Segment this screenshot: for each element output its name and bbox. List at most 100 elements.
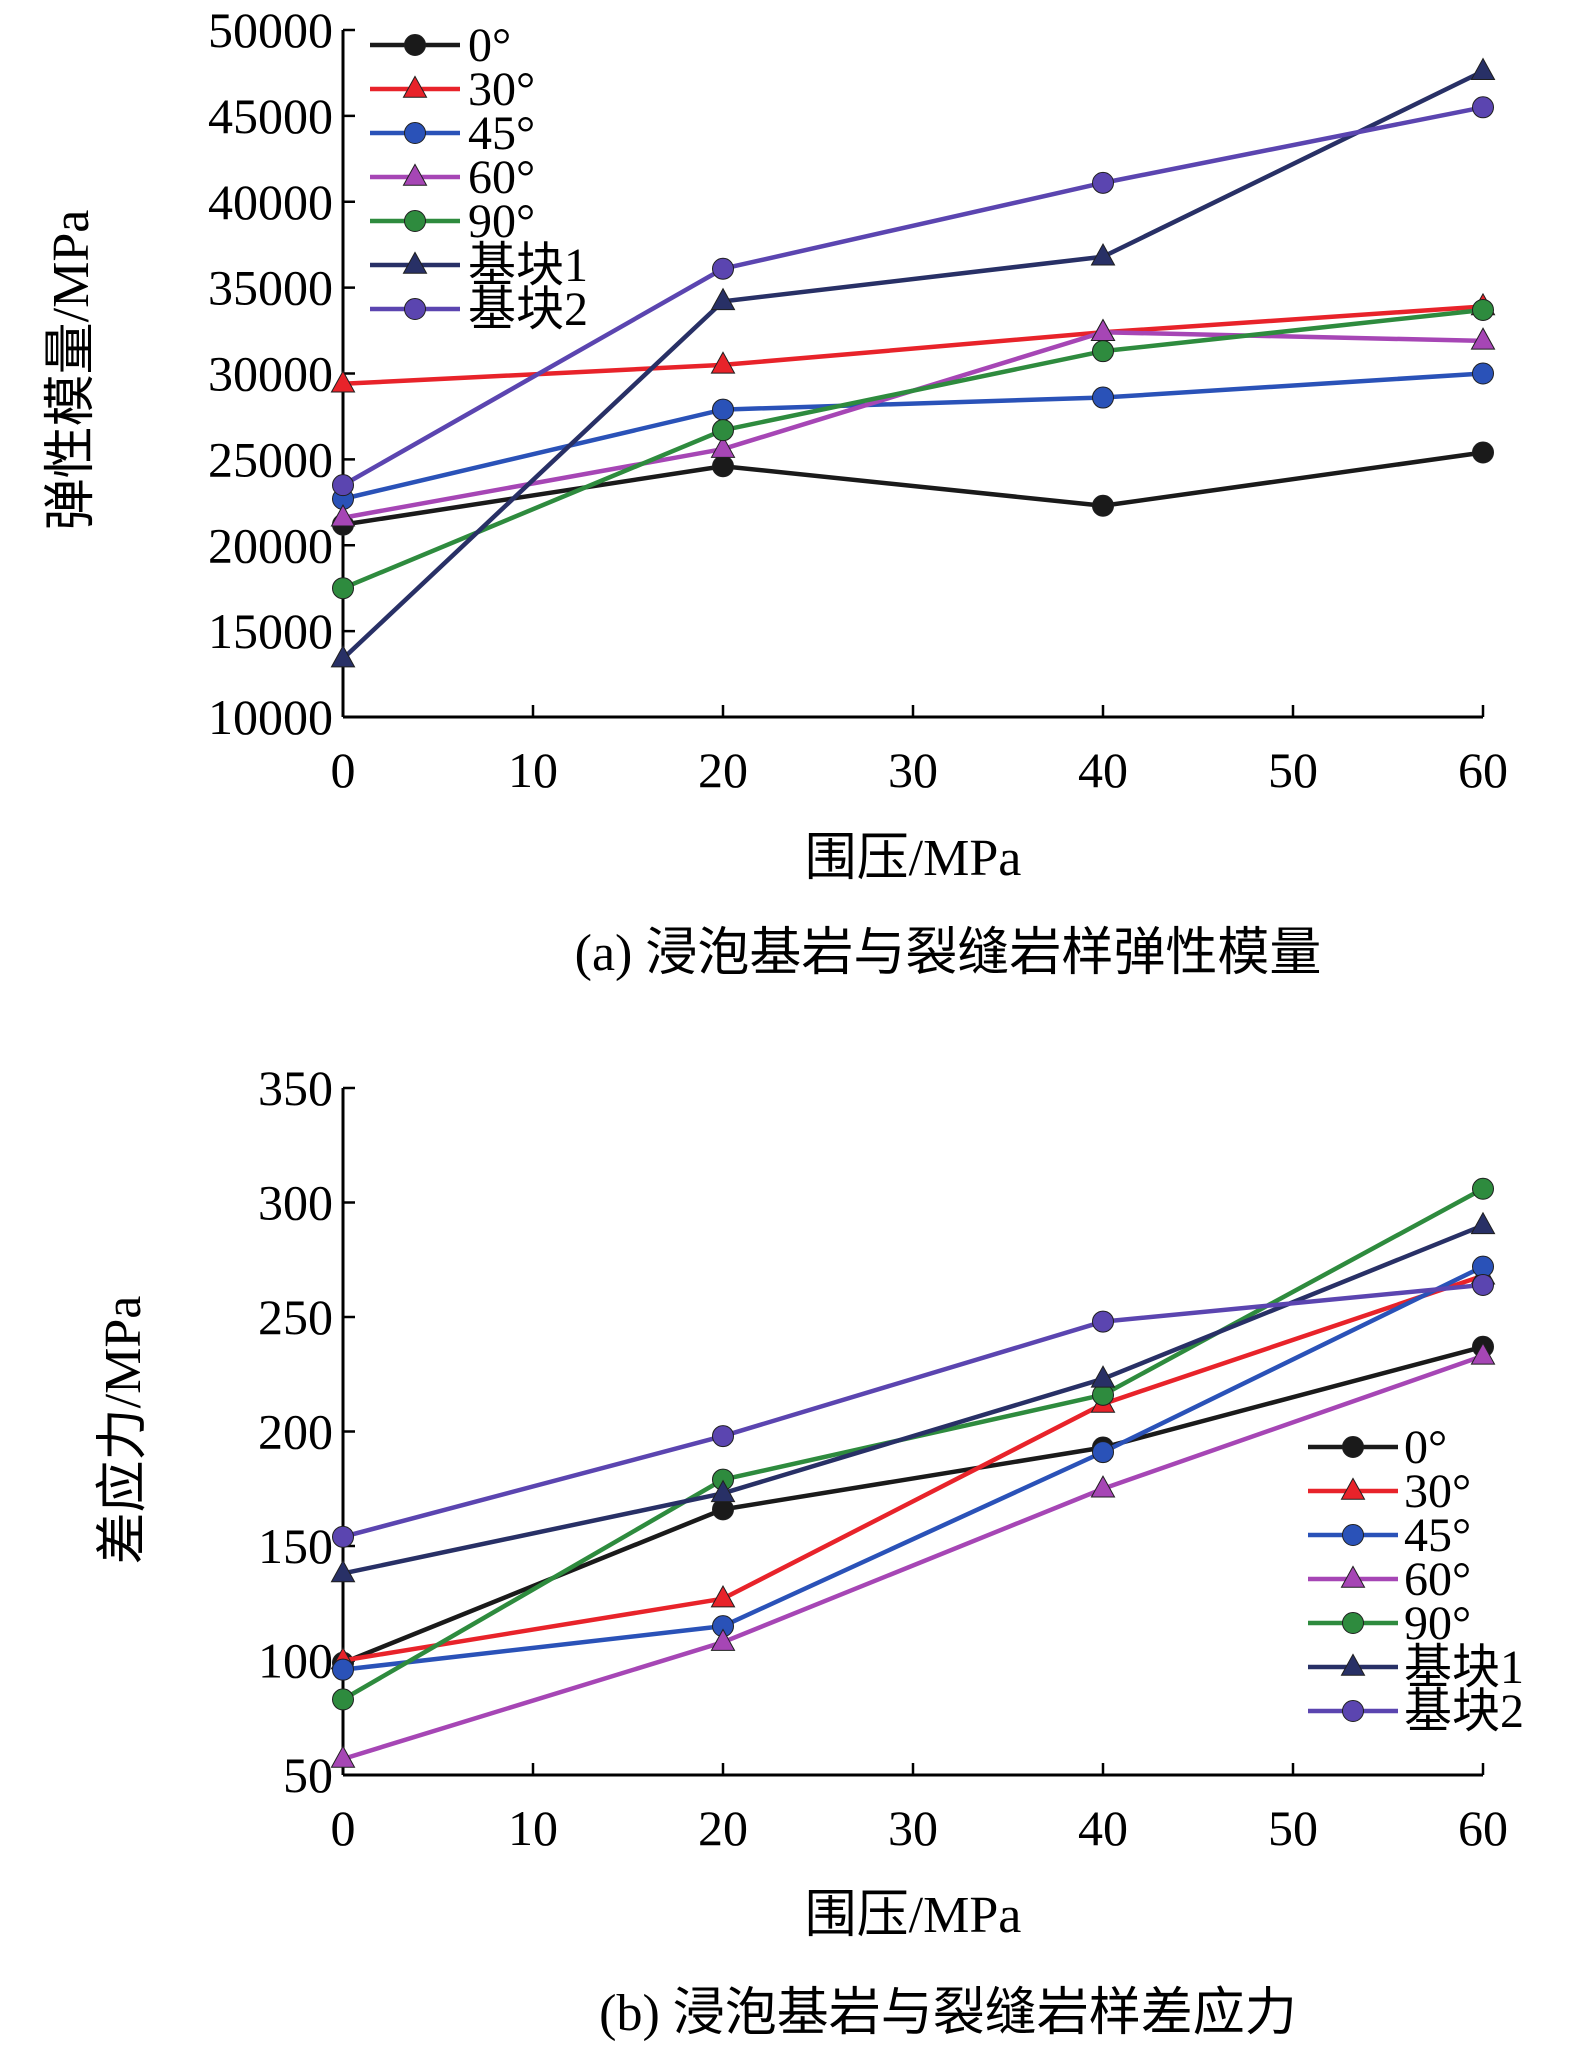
data-point	[1092, 1441, 1114, 1464]
legend-marker	[1342, 1436, 1364, 1458]
figure-caption: (a) 浸泡基岩与裂缝岩样弹性模量	[575, 925, 1322, 982]
legend-marker	[402, 163, 428, 186]
y-tick-label: 15000	[208, 603, 333, 659]
legend-label: 90°	[1404, 1597, 1471, 1650]
data-point	[1092, 494, 1114, 517]
x-tick-label: 30	[888, 1800, 938, 1856]
x-axis-title: 围压/MPa	[805, 830, 1022, 887]
y-tick-label: 45000	[208, 88, 333, 144]
data-point	[712, 455, 734, 478]
data-point	[710, 1584, 736, 1608]
legend-label: 0°	[468, 19, 511, 72]
data-point	[1470, 1342, 1496, 1365]
data-point	[710, 1479, 736, 1503]
data-point	[1092, 340, 1114, 363]
x-tick-label: 40	[1078, 1800, 1128, 1856]
series-line	[342, 330, 1484, 520]
y-axis-title: 差应力/MPa	[95, 1296, 152, 1565]
legend-label: 60°	[468, 151, 535, 204]
x-tick-label: 10	[508, 1800, 558, 1856]
data-point	[332, 577, 354, 600]
data-point	[1470, 57, 1496, 80]
series-line	[342, 371, 1484, 502]
y-tick-label: 300	[258, 1175, 333, 1231]
series-line	[342, 1344, 1484, 1665]
series-line	[342, 450, 1484, 527]
x-tick-label: 0	[331, 1800, 356, 1856]
data-point	[332, 1525, 354, 1548]
data-point	[1472, 96, 1494, 119]
y-tick-label: 200	[258, 1404, 333, 1460]
data-point	[332, 474, 354, 497]
legend-label: 30°	[1404, 1465, 1471, 1518]
data-point	[710, 351, 736, 374]
data-point	[710, 287, 736, 311]
y-tick-label: 25000	[208, 431, 333, 487]
legend-label: 45°	[468, 107, 535, 160]
data-point	[1472, 441, 1494, 464]
legend-marker	[1340, 1653, 1366, 1676]
x-tick-label: 20	[698, 1800, 748, 1856]
legend-marker	[404, 34, 426, 56]
data-point	[1472, 298, 1494, 321]
y-tick-label: 250	[258, 1289, 333, 1345]
x-tick-label: 0	[331, 742, 356, 798]
data-point	[1472, 1177, 1494, 1200]
data-point	[330, 1559, 356, 1583]
x-tick-label: 20	[698, 742, 748, 798]
legend-marker	[402, 251, 428, 274]
series-line	[341, 69, 1484, 661]
data-point	[712, 419, 734, 442]
data-point	[1090, 243, 1116, 266]
data-point	[1470, 1211, 1496, 1235]
data-point	[1092, 1310, 1114, 1333]
series-line	[342, 1273, 1484, 1663]
legend-label: 60°	[1404, 1553, 1471, 1606]
legend-marker	[404, 210, 426, 232]
legend-label: 90°	[468, 195, 535, 248]
x-tick-label: 50	[1268, 742, 1318, 798]
panel-a-elastic-modulus-chart: 10000 15000 20000 25000 30000 35000 40000 45000…	[43, 2, 1508, 982]
data-point	[712, 398, 734, 421]
legend-marker	[1342, 1612, 1364, 1634]
series-line	[342, 1264, 1484, 1672]
legend-marker	[1340, 1477, 1366, 1500]
data-point	[1472, 1273, 1494, 1296]
data-point	[1092, 386, 1114, 409]
series-line	[342, 1282, 1484, 1540]
data-point	[1472, 362, 1494, 385]
series-line	[341, 105, 1484, 488]
legend-label: 基块2	[1404, 1685, 1524, 1738]
data-point	[330, 1745, 356, 1768]
data-point	[1090, 1475, 1116, 1498]
data-point	[710, 1628, 736, 1651]
y-tick-label: 50	[283, 1747, 333, 1803]
y-tick-label: 35000	[208, 260, 333, 316]
x-tick-label: 60	[1458, 1800, 1508, 1856]
legend-label: 基块2	[468, 283, 588, 336]
y-tick-label: 30000	[208, 346, 333, 402]
y-axis-title: 弹性模量/MPa	[43, 210, 100, 531]
figure-caption: (b) 浸泡基岩与裂缝岩样差应力	[599, 1985, 1297, 2042]
data-point	[710, 435, 736, 458]
series-line	[342, 1353, 1484, 1762]
data-point	[330, 644, 356, 668]
x-tick-label: 50	[1268, 1800, 1318, 1856]
data-point	[1470, 327, 1496, 350]
legend-label: 0°	[1404, 1421, 1447, 1474]
legend-marker	[1342, 1700, 1364, 1722]
data-point	[712, 257, 734, 280]
y-tick-label: 20000	[208, 517, 333, 573]
series-line	[342, 1223, 1484, 1576]
legend-marker	[404, 298, 426, 320]
x-axis-title: 围压/MPa	[805, 1887, 1022, 1944]
data-point	[332, 1688, 354, 1711]
series-line	[342, 307, 1484, 591]
legend-marker	[404, 122, 426, 144]
x-tick-label: 40	[1078, 742, 1128, 798]
y-tick-label: 150	[258, 1518, 333, 1574]
data-point	[712, 1425, 734, 1448]
x-tick-label: 60	[1458, 742, 1508, 798]
